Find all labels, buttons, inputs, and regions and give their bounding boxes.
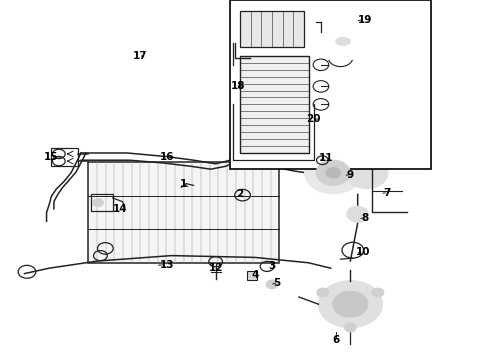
Circle shape [333,291,368,317]
Text: 10: 10 [355,247,370,257]
Bar [51,148,78,166]
Circle shape [93,199,103,207]
Text: 5: 5 [273,278,280,288]
Text: 16: 16 [159,152,174,162]
Circle shape [334,172,347,182]
Text: 15: 15 [44,152,59,162]
Circle shape [318,281,382,328]
Bar [91,194,113,211]
Bar [230,0,431,169]
Circle shape [345,157,388,189]
Text: 6: 6 [332,335,339,345]
Text: 3: 3 [269,261,275,271]
Circle shape [326,167,340,178]
Circle shape [347,206,368,222]
Bar [240,11,304,47]
Ellipse shape [336,37,350,45]
Circle shape [344,323,356,332]
Bar [247,271,257,280]
Circle shape [266,280,278,289]
Circle shape [316,160,350,185]
Bar [88,162,279,263]
Text: 9: 9 [347,170,354,180]
Text: 11: 11 [318,153,333,163]
Text: 19: 19 [358,15,372,25]
Circle shape [305,152,362,194]
Bar [240,56,309,153]
Circle shape [317,288,329,297]
Text: 2: 2 [237,189,244,199]
Text: 13: 13 [159,260,174,270]
Text: 1: 1 [180,179,187,189]
Text: 20: 20 [306,114,321,124]
Text: 4: 4 [251,270,259,280]
Text: 18: 18 [230,81,245,91]
Text: 7: 7 [383,188,391,198]
Text: 12: 12 [208,263,223,273]
Circle shape [372,288,384,297]
Text: 14: 14 [113,204,127,214]
Text: 8: 8 [362,213,368,223]
Text: 17: 17 [132,51,147,61]
